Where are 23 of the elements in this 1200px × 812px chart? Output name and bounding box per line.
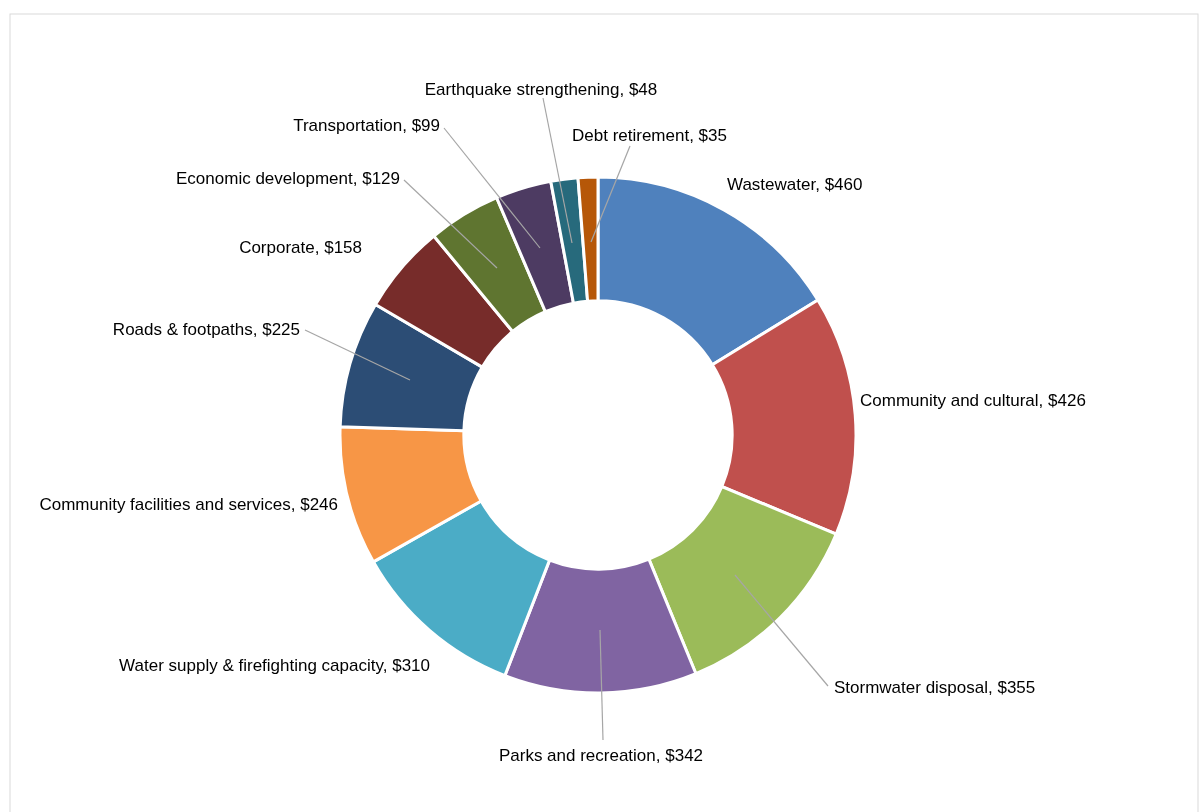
slice-label: Wastewater [727,175,816,194]
data-label: , $342 [655,746,704,765]
data-label: , $225 [252,320,300,339]
slice-label: Economic development [176,169,353,188]
data-label: , $158 [314,238,362,257]
slice-label: Parks and recreation [498,746,656,765]
data-label: , $355 [988,678,1036,697]
data-label: , $246 [290,495,338,514]
slice-label: Water supply & firefighting capacity [119,656,383,675]
data-label: , $99 [402,116,440,135]
slice-label: Stormwater disposal [834,678,989,697]
slice-label: Community and cultural [860,391,1039,410]
data-label: , $426 [1038,391,1086,410]
slice-label: Debt retirement [572,126,690,145]
slice-label: Corporate [239,238,315,257]
data-label: , $48 [619,80,658,99]
data-label: , $129 [352,169,400,188]
slice-label: Roads & footpaths [112,320,253,339]
slice-label: Earthquake strengthening [424,80,620,99]
slice-label: Transportation [293,116,403,135]
data-label: , $460 [815,175,863,194]
data-label: , $35 [689,126,727,145]
slice-label: Community facilities and services [39,495,291,514]
